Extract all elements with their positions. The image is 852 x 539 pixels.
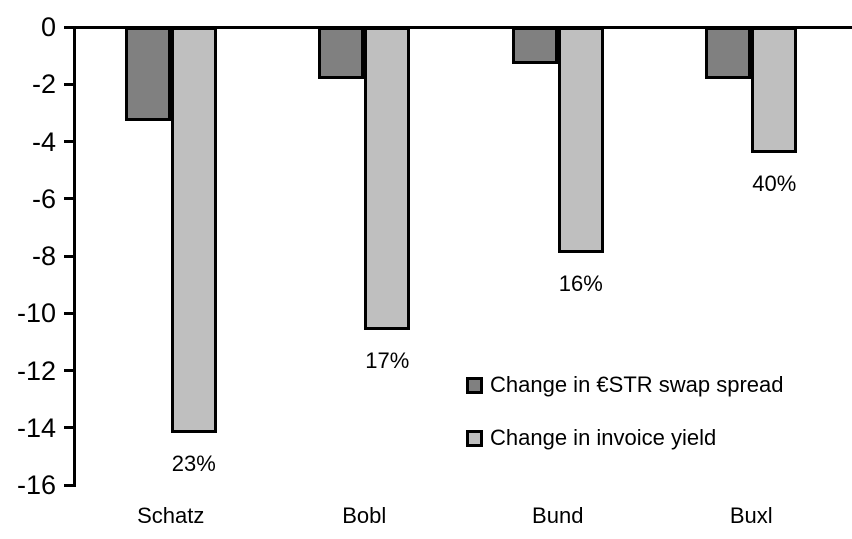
y-tick-label: -14 bbox=[16, 412, 56, 443]
bar-bund-invoice-yield bbox=[557, 27, 604, 254]
y-tick-label: -2 bbox=[31, 69, 56, 100]
legend-swatch-swap-spread bbox=[466, 376, 483, 394]
y-tick bbox=[64, 254, 74, 258]
y-tick bbox=[64, 197, 74, 201]
y-tick-label: -6 bbox=[31, 183, 56, 214]
bar-label-bobl: 17% bbox=[365, 348, 410, 374]
y-tick bbox=[64, 82, 74, 86]
y-tick-label: -16 bbox=[16, 470, 56, 500]
y-tick bbox=[64, 369, 74, 372]
bar-label-buxl: 40% bbox=[752, 170, 797, 196]
zero-line bbox=[64, 25, 852, 29]
y-tick bbox=[64, 483, 74, 487]
bar-buxl-swap-spread bbox=[705, 27, 752, 79]
bar-bobl-swap-spread bbox=[318, 27, 365, 79]
y-tick bbox=[64, 140, 74, 143]
legend-label-swap-spread: Change in €STR swap spread bbox=[490, 372, 784, 397]
x-category-label-bobl: Bobl bbox=[342, 503, 387, 528]
y-axis-line bbox=[72, 27, 76, 487]
legend-item-swap-spread: Change in €STR swap spread bbox=[466, 374, 784, 396]
legend-label-invoice-yield: Change in invoice yield bbox=[490, 425, 717, 450]
y-tick bbox=[64, 426, 74, 430]
bar-schatz-invoice-yield bbox=[170, 27, 217, 434]
bar-label-bund: 16% bbox=[558, 271, 603, 297]
bar-bobl-invoice-yield bbox=[364, 27, 411, 331]
legend-item-invoice-yield: Change in invoice yield bbox=[466, 427, 784, 449]
bar-schatz-swap-spread bbox=[124, 27, 171, 122]
y-tick-label: -10 bbox=[16, 298, 56, 329]
legend: Change in €STR swap spread Change in inv… bbox=[466, 374, 784, 480]
x-category-label-schatz: Schatz bbox=[137, 503, 205, 528]
y-tick-label: -8 bbox=[31, 241, 56, 271]
y-tick bbox=[64, 311, 74, 315]
bar-label-schatz: 23% bbox=[171, 451, 216, 477]
legend-swatch-invoice-yield bbox=[466, 429, 483, 447]
x-category-label-buxl: Buxl bbox=[729, 503, 773, 528]
y-tick-label: -12 bbox=[16, 355, 56, 386]
bar-bund-swap-spread bbox=[511, 27, 558, 65]
y-tick-label: -4 bbox=[31, 126, 56, 157]
y-tick-label: 0 bbox=[40, 12, 56, 42]
bar-buxl-invoice-yield bbox=[751, 27, 798, 153]
x-category-label-bund: Bund bbox=[532, 503, 584, 528]
